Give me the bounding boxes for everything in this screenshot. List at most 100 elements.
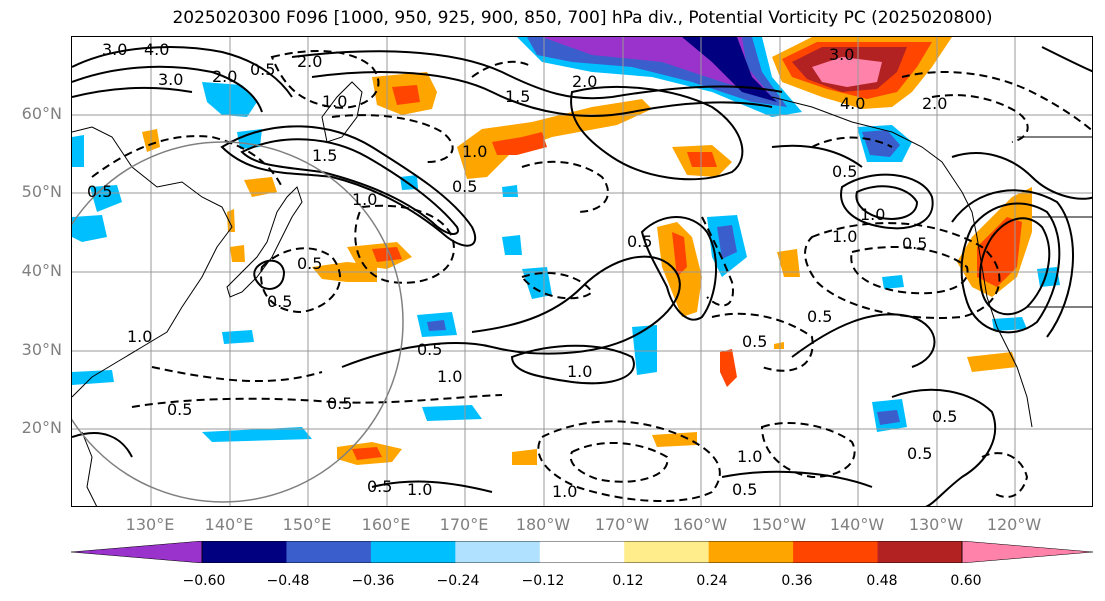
- pv-negative-region: [632, 325, 657, 375]
- philippines-coastline: [81, 431, 98, 506]
- neg-contour: [331, 114, 454, 163]
- neg-contour: [260, 247, 342, 314]
- neg-contour: [471, 60, 533, 78]
- contour-label: 3.0: [102, 40, 127, 59]
- pos-contour: [951, 189, 1074, 338]
- contour-label: 0.5: [907, 444, 932, 463]
- pv-negative-region: [862, 130, 900, 157]
- pos-contour: [1041, 46, 1092, 73]
- map-panel: 3.0 4.0 3.0 2.0 0.5 2.0 1.0 1.5 2.0 1.0 …: [71, 36, 1093, 507]
- pos-contour: [72, 46, 293, 98]
- pv-positive-region: [812, 57, 882, 87]
- colorbar-outline: [201, 541, 963, 563]
- pos-contour: [960, 202, 1061, 334]
- pos-contour: [311, 71, 773, 117]
- pos-contour: [220, 125, 477, 247]
- colorbar-tick-label: 0.12: [612, 573, 644, 589]
- contour-label: 1.5: [312, 146, 337, 165]
- colorbar-cell: [370, 541, 456, 563]
- pv-positive-region: [492, 132, 547, 155]
- contour-label: 2.0: [212, 67, 237, 86]
- colorbar-cell: [624, 541, 710, 563]
- pv-positive-region: [652, 432, 697, 447]
- contour-label: 0.5: [732, 480, 757, 499]
- pos-contour: [570, 86, 744, 181]
- contour-labels: 3.0 4.0 3.0 2.0 0.5 2.0 1.0 1.5 2.0 1.0 …: [87, 40, 957, 501]
- pv-negative-region: [992, 317, 1027, 331]
- neg-contour: [711, 312, 814, 372]
- pos-contour: [721, 470, 873, 488]
- contour-label: 1.0: [322, 92, 347, 111]
- pv-negative-region: [72, 370, 114, 385]
- kamchatka-coastline: [321, 81, 363, 143]
- contour-label: 2.0: [297, 52, 322, 71]
- lat-label: 20°N: [21, 418, 62, 437]
- pos-contour: [640, 216, 718, 321]
- pv-positive-region: [687, 152, 717, 167]
- colorbar-tick-label: −0.24: [436, 573, 480, 589]
- lon-label: 170°W: [594, 515, 650, 534]
- lon-label: 130°E: [125, 515, 175, 534]
- pos-contour: [72, 65, 263, 113]
- pos-contour: [341, 255, 681, 368]
- pv-positive-region: [230, 245, 245, 262]
- reference-circle: [72, 141, 404, 503]
- pv-negative-region: [502, 185, 518, 197]
- contour-label: 0.5: [367, 477, 392, 496]
- contour-label: 1.0: [552, 482, 577, 501]
- contour-label: 0.5: [87, 182, 112, 201]
- neg-contour: [901, 71, 1092, 132]
- pv-negative-region: [72, 135, 84, 167]
- contour-label: 3.0: [158, 70, 183, 89]
- colorbar-tick-label: 0.36: [781, 573, 813, 589]
- contour-label: 1.0: [127, 327, 152, 346]
- colorbar-tick-label: −0.60: [182, 573, 226, 589]
- pv-positive-region: [777, 249, 800, 277]
- lon-label: 150°W: [751, 515, 807, 534]
- negative-contours: [91, 50, 1092, 503]
- pos-contour: [253, 259, 286, 290]
- alaska-coastline: [771, 96, 963, 193]
- colorbar-extend-low: [71, 541, 203, 563]
- neg-contour: [521, 160, 609, 213]
- lon-label: 120°W: [986, 515, 1042, 534]
- pos-contour: [771, 144, 863, 168]
- map-canvas: 3.0 4.0 3.0 2.0 0.5 2.0 1.0 1.5 2.0 1.0 …: [72, 37, 1092, 506]
- pv-negative-region: [237, 129, 262, 149]
- contour-label: 1.0: [567, 362, 592, 381]
- lat-label: 40°N: [21, 261, 62, 280]
- lon-label: 140°W: [829, 515, 885, 534]
- pv-negative-region: [422, 405, 482, 421]
- contour-label: 1.0: [737, 447, 762, 466]
- contour-label: 3.0: [829, 45, 854, 64]
- lon-label: 150°E: [282, 515, 332, 534]
- colorbar: [71, 541, 1093, 563]
- pos-contour: [510, 344, 635, 385]
- neg-contour: [91, 135, 283, 188]
- colorbar-tick-label: −0.36: [351, 573, 395, 589]
- pos-contour: [291, 50, 783, 100]
- neg-contour: [520, 271, 594, 300]
- contour-label: 0.5: [297, 254, 322, 273]
- contour-label: 1.0: [832, 227, 857, 246]
- lon-label: 160°E: [361, 515, 411, 534]
- neg-contour: [151, 366, 323, 383]
- neg-contour: [701, 216, 734, 307]
- contour-label: 2.0: [572, 72, 597, 91]
- pos-contour: [840, 173, 934, 230]
- neg-contour: [569, 442, 669, 483]
- colorbar-extend-high: [961, 541, 1093, 563]
- contour-label: 1.0: [462, 142, 487, 161]
- contour-label: 4.0: [840, 94, 865, 113]
- pv-positive-region: [244, 177, 277, 197]
- neg-contour: [131, 394, 503, 408]
- colorbar-cell: [877, 541, 963, 563]
- contour-label: 0.5: [267, 292, 292, 311]
- colorbar-cell: [202, 541, 287, 563]
- pv-positive-region: [457, 99, 652, 179]
- lon-label: 170°E: [439, 515, 489, 534]
- colorbar-tick-label: 0.24: [696, 573, 728, 589]
- pos-contour: [979, 217, 1051, 316]
- contour-label: 2.0: [922, 94, 947, 113]
- pv-negative-region: [682, 37, 777, 102]
